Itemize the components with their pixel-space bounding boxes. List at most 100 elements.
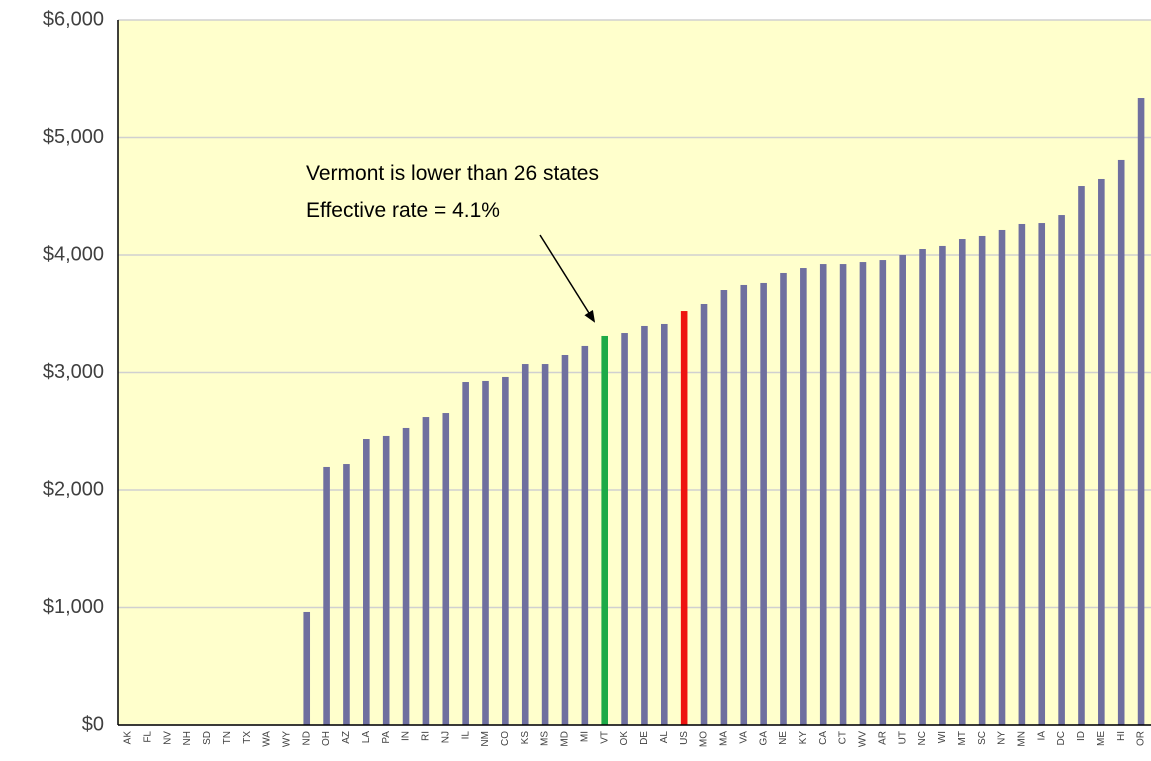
bar [462, 382, 469, 725]
bar [402, 427, 410, 725]
x-tick-label: CO [500, 731, 511, 746]
bar [502, 376, 509, 725]
bar [323, 466, 330, 725]
bar [363, 439, 370, 725]
annotation-arrow [539, 234, 596, 323]
bar [521, 364, 529, 725]
x-tick-label: AZ [341, 731, 352, 744]
annotation: Effective rate = 4.1% [306, 199, 500, 222]
x-tick-label: TX [242, 731, 253, 744]
bar [343, 464, 350, 725]
bar [1018, 223, 1026, 726]
bar [839, 264, 847, 725]
x-tick-label: NV [162, 731, 173, 745]
x-tick-label: NM [480, 731, 491, 747]
x-tick-label: WV [858, 731, 869, 747]
x-tick-label: TN [222, 731, 233, 744]
x-tick-label: MI [579, 731, 590, 742]
bar [919, 249, 926, 725]
bar [819, 264, 827, 725]
x-tick-label: US [679, 731, 690, 745]
bar [641, 325, 648, 725]
bar [1078, 186, 1085, 726]
x-tick-label: WY [281, 731, 292, 747]
y-tick-label: $6,000 [43, 8, 104, 30]
x-tick-label: NH [182, 731, 193, 745]
bar [700, 303, 708, 725]
x-tick-label: OR [1136, 731, 1147, 746]
x-tick-label: PA [381, 731, 392, 744]
bar [1117, 159, 1125, 725]
x-tick-label: OH [321, 731, 332, 746]
x-tick-label: CT [838, 731, 849, 744]
x-tick-label: AR [877, 731, 888, 745]
x-tick-label: ID [1076, 731, 1087, 741]
x-tick-label: SD [202, 731, 213, 745]
bar [1137, 98, 1145, 725]
x-tick-label: NC [917, 731, 928, 745]
y-tick-label: $3,000 [43, 361, 104, 383]
bar [382, 435, 390, 725]
bar [1038, 223, 1046, 726]
bar [760, 282, 767, 725]
x-tick-label: UT [897, 731, 908, 744]
x-tick-label: DC [1056, 731, 1067, 745]
bar [780, 272, 787, 725]
x-tick-label: HI [1116, 731, 1127, 741]
x-tick-label: MT [957, 731, 968, 745]
x-tick-label: OK [619, 731, 630, 746]
x-tick-label: RI [421, 731, 432, 741]
bar [482, 380, 489, 725]
x-tick-label: VA [738, 731, 749, 744]
bar [680, 311, 688, 725]
y-tick-label: $2,000 [43, 478, 104, 500]
x-tick-label: FL [142, 731, 153, 743]
bar [303, 611, 311, 725]
bar [879, 260, 887, 725]
x-tick-label: ND [301, 731, 312, 745]
bar [660, 323, 668, 725]
x-tick-label: DE [639, 731, 650, 745]
bar [740, 284, 748, 725]
bar [581, 345, 589, 725]
bar [621, 333, 628, 725]
x-tick-label: WA [262, 731, 273, 747]
bar [800, 268, 807, 725]
x-tick-label: IL [460, 731, 471, 740]
x-tick-label: WI [937, 731, 948, 743]
x-tick-label: GA [758, 731, 769, 746]
bar [1098, 178, 1105, 726]
x-tick-label: NY [997, 731, 1008, 745]
y-tick-label: $4,000 [43, 243, 104, 265]
bar [958, 239, 966, 725]
bar [978, 235, 986, 725]
x-tick-label: VT [599, 731, 610, 744]
bar [939, 245, 946, 725]
x-tick-label: MO [699, 731, 710, 747]
x-tick-label: KY [798, 731, 809, 745]
x-tick-label: SC [977, 731, 988, 745]
bar [720, 290, 728, 725]
x-tick-label: ME [1096, 731, 1107, 746]
x-tick-label: NE [778, 731, 789, 745]
x-tick-label: AK [123, 731, 134, 745]
bar [1058, 215, 1065, 726]
x-tick-label: NJ [440, 731, 451, 743]
x-tick-label: IA [1036, 731, 1047, 741]
x-tick-label: AL [659, 731, 670, 744]
x-tick-label: MS [540, 731, 551, 746]
bar [561, 354, 569, 725]
bar [601, 335, 609, 725]
x-tick-label: KS [520, 731, 531, 745]
bar [899, 255, 906, 725]
bar [541, 364, 549, 725]
x-tick-label: MA [719, 731, 730, 746]
x-tick-label: MD [560, 731, 571, 747]
y-tick-label: $1,000 [43, 596, 104, 618]
bar [422, 417, 430, 725]
x-tick-label: IN [401, 731, 412, 741]
annotation: Vermont is lower than 26 states [306, 162, 599, 185]
x-tick-label: MN [1017, 731, 1028, 747]
bar [859, 262, 867, 725]
